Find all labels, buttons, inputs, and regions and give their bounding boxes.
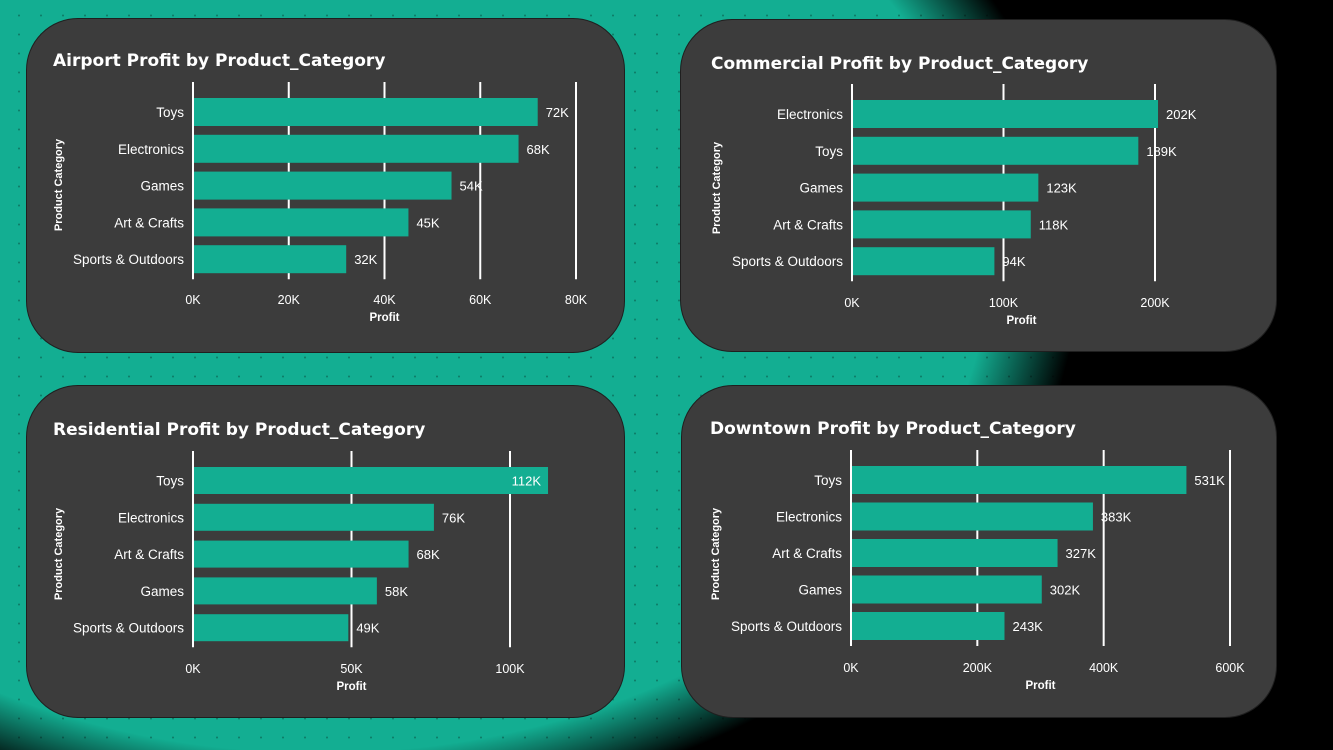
bar[interactable]	[853, 136, 1139, 165]
category-label: Sports & Outdoors	[73, 252, 184, 267]
commercial-profit-chart-card[interactable]: Commercial Profit by Product_Category Ele…	[680, 19, 1277, 352]
bar[interactable]	[853, 173, 1039, 202]
bar[interactable]	[852, 539, 1058, 567]
category-label: Sports & Outdoors	[73, 621, 184, 636]
data-label: 45K	[416, 215, 439, 230]
x-tick-label: 0K	[185, 662, 201, 676]
category-label: Toys	[156, 474, 184, 489]
bar[interactable]	[194, 540, 409, 568]
x-tick-label: 60K	[469, 293, 492, 307]
chart-title: Residential Profit by Product_Category	[53, 420, 425, 440]
category-label: Games	[798, 583, 842, 598]
x-tick-label: 0K	[843, 661, 859, 675]
x-tick-label: 80K	[565, 293, 588, 307]
bar[interactable]	[194, 467, 549, 494]
x-tick-label: 100K	[989, 296, 1019, 310]
y-axis-title: Product Category	[53, 138, 65, 231]
x-tick-label: 50K	[340, 662, 363, 676]
bar[interactable]	[852, 575, 1042, 604]
bar[interactable]	[853, 100, 1159, 128]
data-label: 94K	[1002, 254, 1025, 269]
data-label: 327K	[1066, 546, 1097, 561]
category-label: Toys	[815, 144, 843, 159]
bar-chart-svg: Airport Profit by Product_Category Toys 72…	[53, 51, 588, 324]
bar[interactable]	[852, 612, 1005, 640]
x-axis-title: Profit	[1025, 680, 1055, 692]
x-tick-label: 200K	[963, 661, 993, 675]
data-label: 112K	[512, 474, 542, 489]
bar-chart-svg: Downtown Profit by Product_Category Toys 5…	[710, 419, 1245, 692]
category-label: Games	[799, 181, 843, 196]
data-label: 123K	[1046, 181, 1077, 196]
bar[interactable]	[194, 134, 519, 163]
bar[interactable]	[194, 208, 409, 237]
data-label: 243K	[1012, 619, 1043, 634]
category-label: Art & Crafts	[114, 215, 184, 230]
data-label: 302K	[1050, 583, 1081, 598]
x-tick-label: 0K	[185, 293, 201, 307]
x-tick-label: 0K	[844, 296, 860, 310]
airport-profit-chart-card[interactable]: Airport Profit by Product_Category Toys 72…	[26, 18, 625, 353]
bar[interactable]	[853, 247, 995, 276]
data-label: 68K	[527, 142, 550, 157]
data-label: 531K	[1194, 473, 1225, 488]
x-tick-label: 20K	[278, 293, 301, 307]
y-axis-title: Product Category	[711, 141, 723, 234]
data-label: 202K	[1166, 107, 1197, 122]
bar[interactable]	[852, 502, 1093, 531]
bar[interactable]	[194, 577, 377, 605]
downtown-profit-chart-card[interactable]: Downtown Profit by Product_Category Toys 5…	[681, 385, 1277, 718]
x-tick-label: 200K	[1140, 296, 1170, 310]
category-label: Sports & Outdoors	[732, 254, 843, 269]
chart-title: Airport Profit by Product_Category	[53, 51, 385, 71]
data-label: 383K	[1101, 510, 1132, 525]
x-axis-title: Profit	[369, 312, 399, 324]
x-tick-label: 100K	[495, 662, 525, 676]
data-label: 189K	[1146, 144, 1177, 159]
data-label: 76K	[442, 510, 465, 525]
data-label: 72K	[546, 105, 569, 120]
category-label: Toys	[814, 473, 842, 488]
category-label: Games	[140, 179, 184, 194]
bar[interactable]	[194, 98, 538, 126]
bar[interactable]	[194, 171, 452, 200]
category-label: Sports & Outdoors	[731, 619, 842, 634]
bar-chart-svg: Residential Profit by Product_Category To…	[53, 420, 549, 693]
data-label: 68K	[417, 547, 440, 562]
category-label: Electronics	[776, 510, 842, 525]
data-label: 49K	[356, 621, 379, 636]
data-label: 54K	[460, 179, 483, 194]
bar[interactable]	[852, 466, 1187, 494]
y-axis-title: Product Category	[710, 507, 722, 600]
category-label: Art & Crafts	[772, 546, 842, 561]
data-label: 32K	[354, 252, 377, 267]
bar[interactable]	[194, 614, 349, 642]
residential-profit-chart-card[interactable]: Residential Profit by Product_Category To…	[26, 385, 625, 718]
data-label: 58K	[385, 584, 408, 599]
chart-title: Downtown Profit by Product_Category	[710, 419, 1076, 439]
x-tick-label: 600K	[1215, 661, 1245, 675]
bar[interactable]	[194, 503, 434, 531]
chart-title: Commercial Profit by Product_Category	[711, 54, 1088, 74]
category-label: Art & Crafts	[114, 547, 184, 562]
bar[interactable]	[853, 210, 1031, 239]
x-axis-title: Profit	[336, 681, 366, 693]
category-label: Electronics	[118, 142, 184, 157]
x-axis-title: Profit	[1006, 315, 1036, 327]
x-tick-label: 400K	[1089, 661, 1119, 675]
x-tick-label: 40K	[373, 293, 396, 307]
bar-chart-svg: Commercial Profit by Product_Category Ele…	[711, 54, 1197, 327]
category-label: Toys	[156, 105, 184, 120]
category-label: Art & Crafts	[773, 217, 843, 232]
y-axis-title: Product Category	[53, 507, 65, 600]
category-label: Electronics	[118, 510, 184, 525]
category-label: Electronics	[777, 107, 843, 122]
category-label: Games	[140, 584, 184, 599]
bar[interactable]	[194, 245, 347, 274]
data-label: 118K	[1039, 217, 1069, 232]
